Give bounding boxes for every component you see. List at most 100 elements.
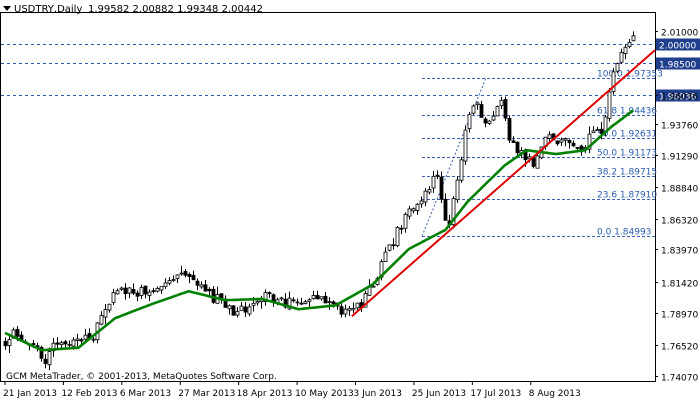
candle-body xyxy=(363,293,368,308)
candle-body xyxy=(411,208,416,212)
symbol-label: USDTRY,Daily xyxy=(14,4,82,15)
candle-body xyxy=(67,344,72,346)
candle-body xyxy=(303,301,308,304)
candlesticks xyxy=(3,31,636,371)
candle-body xyxy=(111,292,116,303)
candle-body xyxy=(631,35,636,42)
candle-body xyxy=(427,189,432,193)
candle-body xyxy=(267,292,272,295)
candle-body xyxy=(495,106,500,117)
trendline-group xyxy=(351,49,656,317)
candle-body xyxy=(579,145,584,150)
candle-body xyxy=(71,339,76,347)
candle-body xyxy=(607,91,612,119)
candle-body xyxy=(235,310,240,316)
x-tick-label: 25 Jun 2013 xyxy=(412,389,466,399)
candle-body xyxy=(531,157,536,167)
candle-body xyxy=(623,46,628,54)
candle-body xyxy=(587,133,592,150)
candle-body xyxy=(407,208,412,217)
candle-body xyxy=(187,273,192,277)
candle-body xyxy=(535,155,540,169)
candle-body xyxy=(439,176,444,200)
candle-body xyxy=(159,286,164,291)
level-price-label: 1.98500 xyxy=(659,61,696,71)
candle-body xyxy=(591,130,596,134)
candle-body xyxy=(191,274,196,281)
candle-body xyxy=(547,134,552,139)
candle-body xyxy=(351,308,356,311)
candle-body xyxy=(619,51,624,63)
candle-body xyxy=(147,291,152,296)
candle-body xyxy=(151,290,156,293)
candle-body xyxy=(555,140,560,145)
candle-body xyxy=(231,305,236,316)
candle-body xyxy=(283,298,288,308)
candle-body xyxy=(139,287,144,296)
x-tick-label: 10 May 2013 xyxy=(295,389,354,399)
moving-average xyxy=(4,109,634,352)
candle-body xyxy=(339,306,344,315)
candle-body xyxy=(459,159,464,181)
candle-body xyxy=(251,302,256,306)
candle-body xyxy=(475,102,480,106)
candle-body xyxy=(31,343,36,345)
candle-body xyxy=(507,118,512,141)
candle-body xyxy=(207,288,212,292)
candle-body xyxy=(331,301,336,305)
y-tick-label: 1.93760 xyxy=(661,122,698,132)
fib-label: 50.0 1.92631 xyxy=(597,130,657,140)
candle-body xyxy=(239,305,244,311)
triangle-down-icon[interactable] xyxy=(3,6,11,11)
candle-body xyxy=(391,244,396,247)
y-tick-label: 1.74070 xyxy=(661,374,698,384)
candle-body xyxy=(627,41,632,47)
candle-body xyxy=(279,297,284,300)
candle-body xyxy=(299,302,304,305)
candle-body xyxy=(343,308,348,315)
candle-body xyxy=(7,339,12,346)
candle-body xyxy=(287,297,292,310)
y-tick-label: 1.81420 xyxy=(661,280,698,290)
candle-body xyxy=(515,141,520,154)
candle-body xyxy=(311,295,316,299)
candle-body xyxy=(75,338,80,341)
y-tick-label: 1.91290 xyxy=(661,153,698,163)
candle-body xyxy=(183,271,188,276)
candle-body xyxy=(395,226,400,247)
level-price-label: 2.00000 xyxy=(659,42,696,52)
candle-body xyxy=(419,200,424,205)
candle-body xyxy=(175,274,180,279)
fib-label: 0.0 1.84993 xyxy=(597,228,651,238)
candle-body xyxy=(83,334,88,340)
x-tick-label: 8 Aug 2013 xyxy=(529,389,581,399)
candle-body xyxy=(563,138,568,141)
candle-body xyxy=(559,139,564,143)
candle-body xyxy=(575,147,580,149)
fib-label: 100.0 1.97353 xyxy=(597,70,663,80)
candle-body xyxy=(371,285,376,288)
candle-body xyxy=(467,114,472,130)
candle-body xyxy=(171,279,176,282)
y-tick-label: 1.83970 xyxy=(661,247,698,257)
y-tick-label: 1.86320 xyxy=(661,217,698,227)
x-tick-label: 18 Apr 2013 xyxy=(237,389,293,399)
candle-body xyxy=(135,292,140,297)
candle-body xyxy=(247,306,252,315)
candle-body xyxy=(91,338,96,341)
candle-body xyxy=(567,139,572,144)
candle-body xyxy=(595,129,600,131)
candle-body xyxy=(355,302,360,309)
candle-body xyxy=(615,63,620,72)
y-tick-label: 1.96036 xyxy=(661,93,698,103)
candle-body xyxy=(443,198,448,221)
fib-label: 23.6 1.87910 xyxy=(597,191,657,201)
ohlc-values: 1.99582 2.00882 1.99348 2.00442 xyxy=(88,4,263,15)
candle-body xyxy=(59,342,64,346)
candle-body xyxy=(47,351,52,366)
trendline xyxy=(351,49,656,317)
copyright-text: GCM MetaTrader, © 2001-2013, MetaQuotes … xyxy=(6,372,277,382)
candle-body xyxy=(63,341,68,345)
level-price-label: 1.96036 xyxy=(659,93,696,103)
